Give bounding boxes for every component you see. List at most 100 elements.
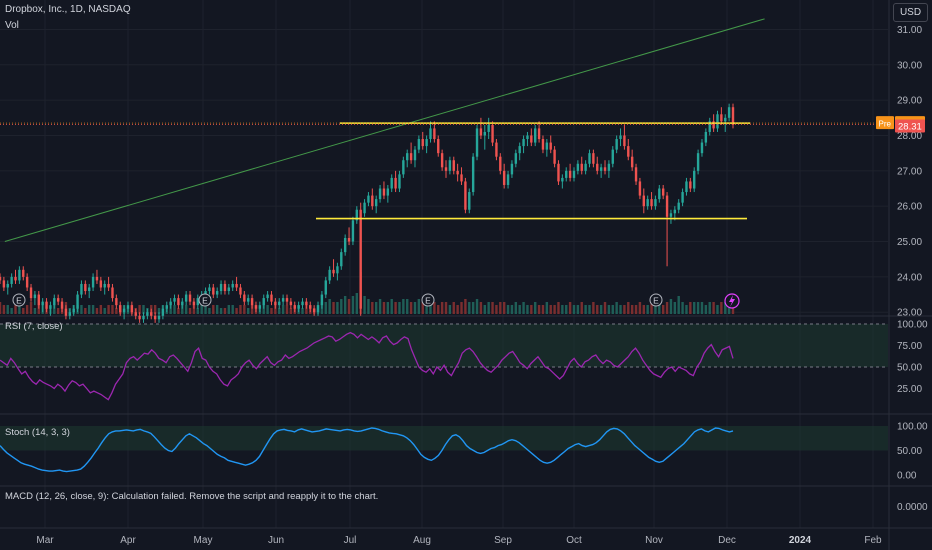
volume-bar [394, 302, 397, 314]
candle-body [378, 188, 382, 200]
candle-body [584, 163, 587, 171]
candle-body [712, 121, 715, 129]
volume-bar [514, 302, 518, 314]
candle-body [2, 280, 6, 288]
volume-bar [363, 296, 366, 314]
volume-bar [429, 299, 432, 314]
volume-bar [87, 305, 91, 314]
candle-body [537, 128, 541, 140]
candle-body [417, 139, 421, 150]
candle-body [371, 195, 374, 207]
candle-body [650, 199, 653, 207]
volume-bar [111, 305, 114, 314]
candle-body [502, 170, 506, 185]
volume-bar [219, 308, 223, 314]
volume-bar [549, 305, 552, 314]
candle-body [696, 153, 700, 171]
volume-bar [603, 302, 607, 314]
candle-body [254, 305, 258, 309]
volume-bar [103, 308, 106, 314]
candle-body [107, 283, 110, 288]
volume-bar [91, 305, 95, 314]
volume-bar [553, 305, 556, 314]
volume-bar [727, 305, 731, 314]
volume-bar [576, 305, 580, 314]
macd-error-label: MACD (12, 26, close, 9): Calculation fai… [5, 491, 379, 502]
candle-body [413, 149, 417, 161]
candle-body [161, 308, 165, 316]
candle-body [157, 315, 161, 320]
candle-body [219, 283, 223, 292]
candle-body [328, 269, 331, 281]
candle-body [425, 139, 428, 147]
candle-body [301, 301, 304, 306]
candle-body [184, 294, 188, 302]
volume-bar [355, 293, 359, 314]
candle-body [41, 301, 44, 306]
volume-bar [0, 302, 2, 314]
volume-bar [708, 302, 711, 314]
volume-bar [471, 302, 475, 314]
earnings-marker-label: E [16, 296, 22, 306]
currency-button[interactable]: USD [893, 3, 928, 22]
volume-bar [704, 305, 708, 314]
volume-bar [568, 302, 572, 314]
candle-body [196, 298, 199, 306]
candle-body [60, 301, 64, 309]
price-tick-label: 28.00 [897, 131, 922, 142]
candle-body [491, 124, 494, 143]
candle-body [727, 107, 731, 118]
candle-body [355, 209, 359, 221]
earnings-icon [649, 293, 663, 307]
volume-bar [336, 302, 339, 314]
candle-body [239, 287, 242, 295]
volume-bar [243, 305, 246, 314]
volume-bar [510, 305, 514, 314]
candle-body [561, 177, 564, 182]
pre-market-label: Pre [879, 120, 892, 129]
candle-body [495, 142, 498, 157]
candle-body [541, 139, 545, 150]
volume-bar [235, 308, 238, 314]
candle-body [499, 156, 502, 171]
volume-bar [25, 305, 29, 314]
candle-body [25, 276, 29, 288]
volume-bar [281, 305, 285, 314]
stoch-pane-label: Stoch (14, 3, 3) [5, 427, 70, 438]
time-axis-label: Dec [718, 535, 736, 546]
earnings-marker-label: E [202, 296, 208, 306]
rsi-tick-label: 100.00 [897, 320, 928, 331]
volume-bar [522, 302, 525, 314]
volume-bar [693, 302, 696, 314]
candle-body [386, 188, 390, 196]
candle-body [475, 128, 479, 157]
volume-bar [371, 302, 374, 314]
price-tick-label: 25.00 [897, 237, 922, 248]
candle-body [534, 128, 537, 143]
candle-body [285, 298, 289, 302]
volume-bar [724, 302, 727, 314]
candle-body [374, 199, 378, 207]
volume-bar [565, 305, 568, 314]
volume-bar [413, 302, 417, 314]
candle-body [530, 135, 533, 143]
volume-bar [534, 302, 537, 314]
volume-bar [468, 302, 471, 314]
candle-body [669, 213, 673, 217]
earnings-marker-label: E [653, 296, 659, 306]
candle-body [429, 128, 432, 140]
volume-bar [452, 302, 455, 314]
candle-body [56, 298, 60, 302]
candle-body [87, 287, 91, 292]
volume-bar [495, 305, 498, 314]
volume-bar [270, 308, 273, 314]
volume-bar [557, 302, 560, 314]
volume-bar [347, 299, 351, 314]
candle-body [704, 131, 708, 143]
candle-body [460, 174, 463, 182]
volume-bar [95, 308, 99, 314]
candle-body [471, 156, 475, 193]
candle-body [681, 192, 684, 203]
